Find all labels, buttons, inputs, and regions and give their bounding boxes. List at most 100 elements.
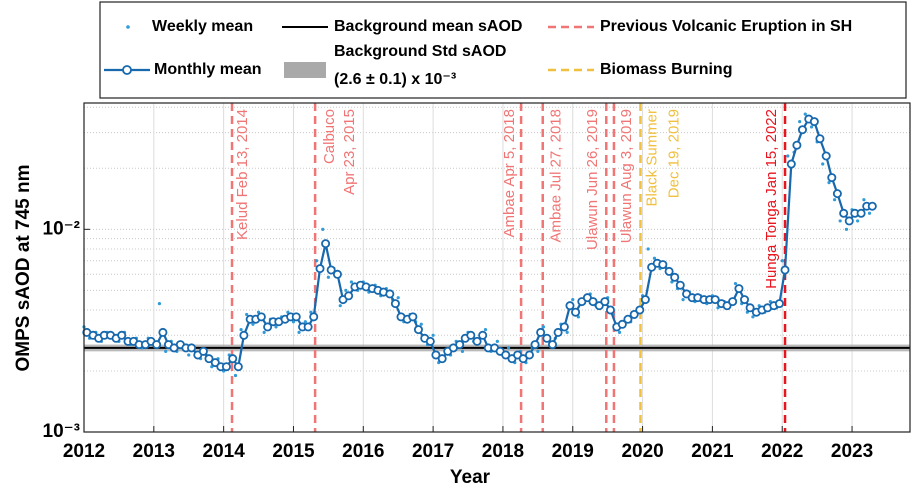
monthly-point bbox=[332, 269, 342, 279]
event-label: Ambae Jul 27, 2018 bbox=[548, 109, 565, 242]
weekly-point bbox=[326, 275, 330, 279]
weekly-point bbox=[827, 181, 831, 185]
weekly-point bbox=[495, 339, 499, 343]
monthly-point bbox=[792, 140, 802, 150]
monthly-point bbox=[478, 330, 488, 340]
weekly-point bbox=[274, 325, 278, 329]
monthly-point bbox=[524, 350, 534, 360]
x-tick-label: 2022 bbox=[761, 441, 803, 462]
legend-label: Monthly mean bbox=[154, 61, 262, 78]
event-label: Calbuco bbox=[321, 109, 338, 164]
monthly-point bbox=[856, 208, 866, 218]
monthly-point bbox=[437, 354, 447, 364]
weekly-point bbox=[239, 328, 243, 332]
weekly-point bbox=[867, 211, 872, 215]
monthly-point bbox=[559, 322, 569, 332]
monthly-point bbox=[821, 151, 831, 161]
monthly-point bbox=[187, 343, 197, 353]
monthly-point bbox=[256, 312, 266, 322]
monthly-point bbox=[675, 280, 685, 290]
x-tick-label: 2013 bbox=[133, 441, 175, 462]
weekly-point bbox=[652, 256, 657, 260]
x-tick-label: 2021 bbox=[691, 441, 734, 462]
monthly-point bbox=[797, 125, 807, 135]
legend-monthly-symbol bbox=[122, 65, 132, 75]
event-label: Black Summer bbox=[643, 109, 660, 207]
weekly-point bbox=[187, 353, 191, 357]
x-axis-title: Year bbox=[450, 467, 491, 488]
monthly-point bbox=[158, 327, 168, 337]
monthly-point bbox=[228, 354, 238, 364]
x-tick-label: 2015 bbox=[272, 441, 315, 462]
monthly-point bbox=[518, 354, 528, 364]
monthly-point bbox=[815, 134, 825, 144]
weekly-point bbox=[803, 112, 807, 116]
x-tick-label: 2018 bbox=[482, 441, 524, 462]
monthly-point bbox=[623, 314, 633, 324]
monthly-point bbox=[565, 301, 575, 311]
weekly-point bbox=[832, 198, 837, 202]
monthly-point bbox=[466, 330, 476, 340]
monthly-point bbox=[303, 322, 313, 332]
weekly-point bbox=[751, 315, 755, 319]
weekly-point bbox=[291, 320, 296, 324]
monthly-point bbox=[390, 299, 400, 309]
monthly-point bbox=[321, 239, 331, 249]
monthly-point bbox=[867, 201, 877, 211]
weekly-point bbox=[338, 304, 342, 308]
weekly-point bbox=[681, 298, 685, 302]
event-label: Hunga Tonga Jan 15, 2022 bbox=[763, 109, 780, 289]
monthly-point bbox=[413, 325, 423, 335]
y-tick-label: 10⁻² bbox=[43, 218, 81, 239]
weekly-point bbox=[251, 322, 255, 326]
weekly-point bbox=[460, 349, 465, 353]
monthly-point bbox=[530, 340, 540, 350]
weekly-point bbox=[571, 298, 575, 302]
weekly-point bbox=[541, 325, 546, 329]
monthly-point bbox=[548, 340, 558, 350]
monthly-point bbox=[809, 117, 819, 127]
legend-weekly-symbol bbox=[126, 25, 130, 29]
monthly-point bbox=[233, 362, 243, 372]
weekly-point bbox=[565, 330, 569, 335]
weekly-point bbox=[262, 330, 266, 335]
weekly-point bbox=[856, 219, 860, 223]
monthly-point bbox=[571, 307, 581, 317]
weekly-point bbox=[506, 346, 511, 350]
monthly-point bbox=[786, 159, 796, 169]
legend-band-symbol bbox=[284, 62, 326, 78]
monthly-point bbox=[664, 266, 674, 276]
monthly-point bbox=[617, 319, 627, 329]
monthly-point bbox=[309, 312, 319, 322]
weekly-point bbox=[303, 320, 307, 324]
weekly-point bbox=[483, 328, 488, 332]
weekly-point bbox=[786, 154, 790, 158]
weekly-point bbox=[838, 219, 842, 223]
event-label: Dec 19, 2019 bbox=[665, 109, 682, 198]
monthly-point bbox=[780, 265, 790, 275]
monthly-point bbox=[198, 346, 208, 356]
monthly-point bbox=[605, 305, 615, 315]
weekly-point bbox=[646, 247, 650, 251]
monthly-point bbox=[710, 295, 720, 305]
weekly-point bbox=[821, 162, 825, 166]
monthly-point bbox=[658, 260, 668, 270]
legend-label: Background Std sAOD bbox=[334, 43, 506, 60]
weekly-point bbox=[780, 259, 784, 263]
event-label: Kelud Feb 13, 2014 bbox=[234, 109, 251, 240]
weekly-point bbox=[157, 302, 162, 306]
legend-box bbox=[99, 1, 907, 99]
monthly-point bbox=[221, 362, 231, 372]
monthly-point bbox=[740, 295, 750, 305]
monthly-point bbox=[629, 309, 639, 319]
event-label: Apr 23, 2015 bbox=[341, 109, 358, 195]
x-tick-label: 2019 bbox=[552, 441, 594, 462]
monthly-point bbox=[600, 297, 610, 307]
weekly-point bbox=[164, 349, 168, 353]
monthly-point bbox=[472, 336, 482, 346]
monthly-point bbox=[728, 297, 738, 307]
weekly-point bbox=[617, 330, 622, 335]
monthly-point bbox=[635, 305, 645, 315]
x-tick-label: 2016 bbox=[342, 441, 384, 462]
weekly-point bbox=[809, 125, 814, 129]
